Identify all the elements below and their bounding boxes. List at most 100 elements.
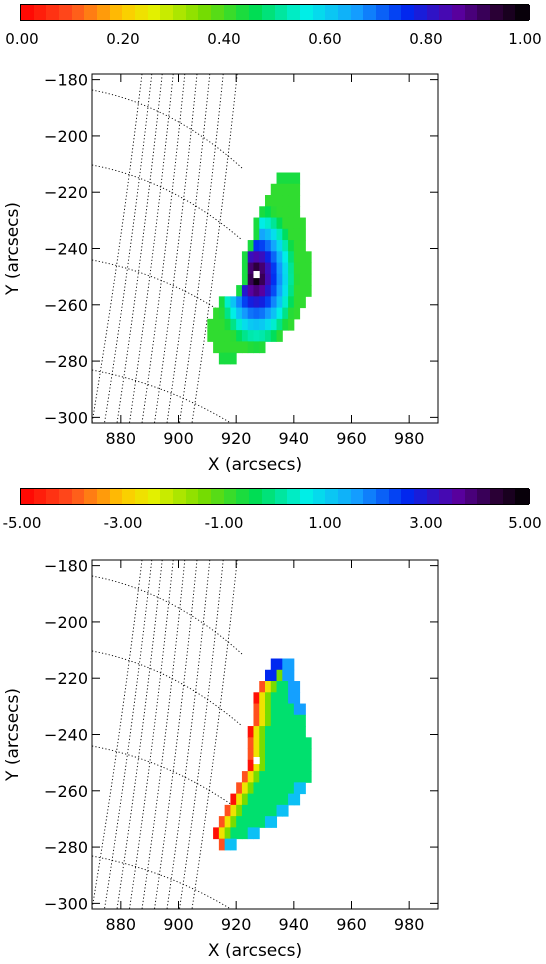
heatmap-cell — [230, 341, 237, 354]
heatmap-cell — [265, 816, 272, 828]
heatmap-cell — [293, 273, 301, 286]
heatmap-cell — [224, 341, 231, 354]
grid-parallel — [92, 369, 232, 423]
heatmap-cell — [270, 726, 278, 738]
colorbar-segment — [198, 5, 213, 20]
heatmap-cell — [218, 318, 226, 331]
colorbar-segment — [21, 5, 36, 20]
grid-parallel — [92, 855, 232, 909]
heatmap-cell — [276, 759, 283, 772]
heatmap-cell — [247, 262, 254, 275]
colorbar-segment — [198, 489, 213, 504]
heatmap-cell — [270, 692, 278, 705]
heatmap-cell — [265, 759, 272, 772]
heatmap-cell — [253, 330, 260, 342]
heatmap-cell — [218, 816, 226, 828]
x-tick-label: 920 — [221, 915, 252, 934]
y-tick-label: −260 — [44, 296, 88, 315]
heatmap-cell — [253, 827, 260, 840]
heatmap-cell — [236, 330, 243, 342]
heatmap-cell — [241, 318, 249, 331]
heatmap-cell — [253, 703, 260, 716]
heatmap-cell — [276, 692, 283, 705]
heatmap-cell — [230, 318, 237, 331]
colorbar-intensity — [20, 4, 530, 21]
heatmap-cell — [276, 804, 283, 817]
heatmap-cell — [282, 285, 289, 297]
heatmap-cell — [253, 759, 260, 772]
heatmap-cell — [293, 240, 301, 252]
heatmap-cell — [276, 318, 283, 331]
heatmap-cell — [282, 206, 289, 219]
heatmap-cell — [276, 262, 283, 275]
heatmap-cell — [288, 782, 295, 795]
heatmap-cell — [293, 172, 301, 185]
colorbar-segment — [71, 489, 86, 504]
heatmap-cell — [247, 318, 254, 331]
heatmap-cell — [265, 285, 272, 297]
colorbar-segment — [109, 489, 124, 504]
heatmap-cell — [293, 195, 301, 207]
y-tick-label: −180 — [44, 557, 88, 576]
grid-meridian — [116, 74, 163, 423]
heatmap-cell — [270, 793, 278, 806]
grid-meridian — [179, 560, 224, 909]
heatmap-cell — [230, 330, 237, 342]
heatmap-cell — [288, 318, 295, 331]
colorbar-segment — [388, 5, 403, 20]
colorbar-segment — [160, 489, 175, 504]
colorbar-segment — [325, 489, 340, 504]
heatmap-cell — [259, 692, 266, 705]
heatmap-cell — [224, 318, 231, 331]
heatmap-cell — [282, 681, 289, 693]
heatmap-cell — [259, 771, 266, 783]
heatmap-cell — [265, 714, 272, 727]
heatmap-cell — [270, 183, 278, 196]
heatmap-cell — [247, 307, 254, 320]
heatmap-cell — [282, 759, 289, 772]
heatmap-cell — [293, 228, 301, 241]
colorbar-segment — [464, 489, 479, 504]
heatmap-cell — [288, 714, 295, 727]
heatmap-cell — [276, 251, 283, 264]
heatmap-cell — [276, 681, 283, 693]
heatmap-cell — [236, 341, 243, 354]
y-tick-label: −300 — [44, 408, 88, 427]
heatmap-cell — [253, 793, 260, 806]
heatmap-cell — [282, 703, 289, 716]
heatmap-cell — [288, 183, 295, 196]
heatmap-cell — [288, 285, 295, 297]
colorbar-segment — [59, 5, 74, 20]
heatmap-cells — [213, 658, 312, 851]
heatmap-cell — [236, 816, 243, 828]
heatmap-cell — [230, 793, 237, 806]
colorbar-segment — [363, 489, 378, 504]
heatmap-cell — [270, 307, 278, 320]
heatmap-cell — [230, 816, 237, 828]
heatmap-cell — [218, 330, 226, 342]
heatmap-cell — [299, 273, 306, 286]
heatmap-cell — [247, 251, 254, 264]
heatmap-cell — [293, 726, 301, 738]
heatmap-cell — [259, 318, 266, 331]
heatmap-cell — [207, 318, 214, 331]
colorbar-segment — [97, 5, 112, 20]
y-tick-label: −180 — [44, 71, 88, 90]
y-tick-label: −300 — [44, 894, 88, 913]
colorbar-segment — [515, 5, 530, 20]
heatmap-cell — [253, 240, 260, 252]
y-tick-label: −280 — [44, 352, 88, 371]
heatmap-cell — [253, 737, 260, 750]
y-tick-label: −280 — [44, 838, 88, 857]
heatmap-cell — [265, 782, 272, 795]
heatmap-cell — [276, 307, 283, 320]
coordinate-grid — [92, 560, 243, 909]
heatmap-cell — [282, 240, 289, 252]
heatmap-cell — [253, 285, 260, 297]
heatmap-cell — [299, 217, 306, 230]
heatmap-cell — [276, 658, 283, 671]
grid-meridian — [141, 560, 186, 909]
heatmap-cell — [230, 838, 237, 851]
heatmap-cell — [265, 217, 272, 230]
heatmap-cell — [253, 262, 260, 275]
